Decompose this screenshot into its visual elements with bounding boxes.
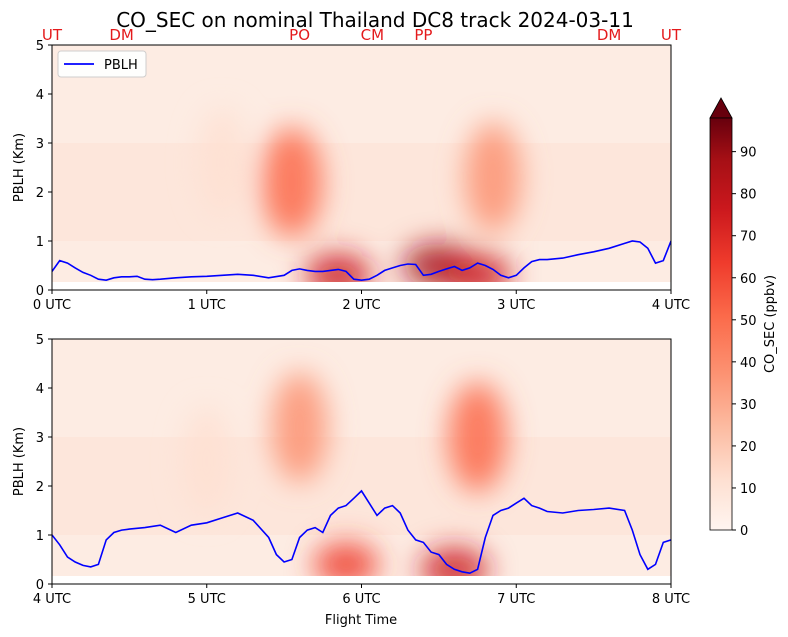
location-label: PP [414,26,432,44]
colorbar-tick-label: 60 [740,272,757,287]
colorbar-tick-label: 30 [740,398,757,413]
x-tick-label: 8 UTC [652,592,690,607]
y-tick-label: 0 [36,578,44,593]
y-tick-label: 2 [36,480,44,495]
heat-hotspot [182,406,231,517]
chart-title: CO_SEC on nominal Thailand DC8 track 202… [116,8,634,32]
heat-hotspot [197,107,247,218]
location-label: PO [289,26,310,44]
heat-field [52,45,671,290]
legend-box [57,50,147,78]
heat-hotspot [465,122,522,233]
surface-strip [52,282,671,290]
heat-hotspot [443,253,512,290]
x-tick-label: 7 UTC [497,592,535,607]
y-tick-label: 3 [36,431,44,446]
x-tick-label: 4 UTC [33,592,71,607]
colorbar-tick-label: 40 [740,356,757,371]
heat-band [52,143,671,241]
x-tick-label: 6 UTC [342,592,380,607]
colorbar-label: CO_SEC (ppbv) [763,275,778,373]
legend-label: PBLH [104,58,138,73]
surface-strip [52,576,671,584]
pblh-line [52,240,671,282]
colorbar-extend-arrow [709,97,733,119]
x-tick-label: 4 UTC [652,298,690,313]
y-tick-label: 5 [36,333,44,348]
heat-hotspot [448,382,508,492]
heat-hotspot [271,372,328,483]
colorbar-tick-label: 10 [740,482,757,497]
colorbar-ramp [709,117,733,531]
location-label: DM [597,26,622,44]
colorbar-tick-label: 0 [740,524,748,539]
y-tick-label: 1 [36,529,44,544]
y-tick-label: 2 [36,186,44,201]
legend: PBLH [57,50,147,78]
colorbar-tick-label: 80 [740,188,757,203]
heat-hotspot [261,127,323,238]
pblh-line [52,489,671,575]
heat-hotspot [313,542,379,584]
x-tick-label: 3 UTC [497,298,535,313]
y-tick-label: 5 [36,39,44,54]
y-axis-label: PBLH (Km) [12,427,27,496]
heat-hotspot [305,253,372,290]
y-tick-label: 4 [36,382,44,397]
heat-band [52,437,671,535]
y-tick-label: 1 [36,235,44,250]
x-tick-label: 5 UTC [188,592,226,607]
location-label: UT [661,26,682,44]
location-label: UT [42,26,63,44]
top-panel: 0 UTC 1 UTC 2 UTC 3 UTC 4 UTC 0 1 2 3 4 5 PBLH (Km)… [12,26,690,313]
y-tick-label: 0 [36,284,44,299]
y-tick-label: 4 [36,88,44,103]
colorbar-tick-label: 70 [740,230,757,245]
x-tick-label: 1 UTC [188,298,226,313]
y-axis-label: PBLH (Km) [12,133,27,202]
bottom-panel: 4 UTC 5 UTC 6 UTC 7 UTC 8 UTC 0 1 2 3 4 5 PBLH (Km) [12,333,690,607]
location-label: DM [109,26,134,44]
x-tick-label: 2 UTC [342,298,380,313]
x-tick-label: 0 UTC [33,298,71,313]
heat-hotspot [420,547,489,584]
colorbar-tick-label: 90 [740,146,757,161]
colorbar-tick-label: 20 [740,440,757,455]
y-tick-label: 3 [36,137,44,152]
x-axis-label: Flight Time [325,613,397,628]
heat-field [52,339,671,584]
location-label: CM [361,26,384,44]
colorbar-tick-label: 50 [740,314,757,329]
colorbar: 0 10 20 30 40 50 60 70 80 90 CO_SEC (ppbv) [709,97,778,539]
